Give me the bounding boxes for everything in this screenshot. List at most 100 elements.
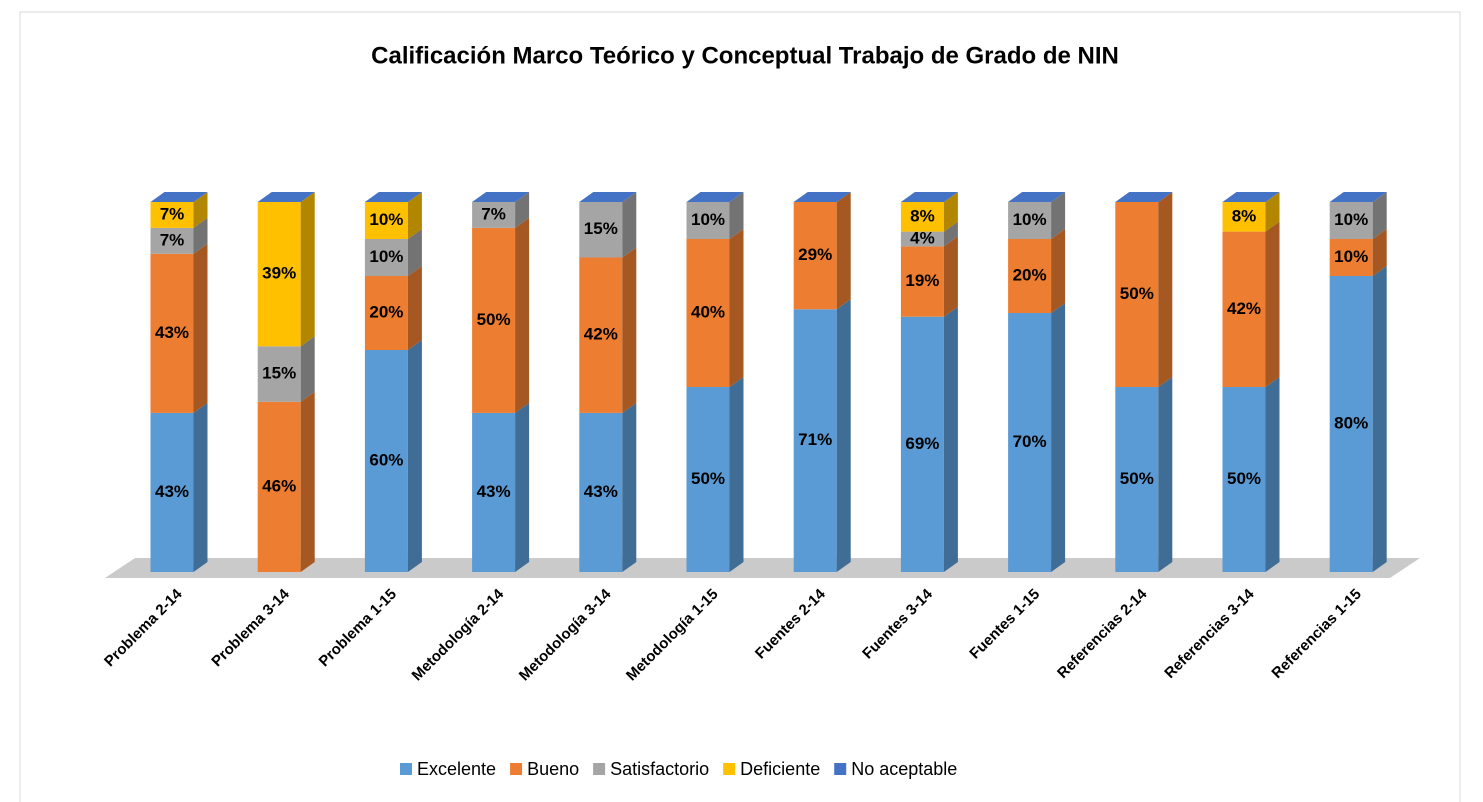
bar-top — [579, 192, 637, 202]
data-label: 43% — [155, 482, 189, 501]
bar-segment — [1222, 231, 1266, 387]
data-label: 46% — [262, 476, 296, 495]
bar-side — [622, 247, 637, 413]
bar-side — [193, 243, 208, 413]
bar-side — [193, 402, 208, 572]
bar-side — [515, 402, 530, 572]
data-label: 50% — [691, 469, 725, 488]
bar-segment — [1008, 313, 1052, 572]
bar-segment — [150, 227, 194, 254]
bar-segment — [579, 202, 623, 258]
data-label: 42% — [584, 325, 618, 344]
data-label: 50% — [1120, 284, 1154, 303]
data-label: 20% — [1013, 265, 1047, 284]
data-label: 71% — [798, 430, 832, 449]
bar-segment — [472, 412, 516, 572]
bar-top — [900, 192, 958, 202]
data-label: 10% — [1334, 247, 1368, 266]
data-label: 39% — [262, 264, 296, 283]
data-label: 40% — [691, 302, 725, 321]
data-label: 19% — [905, 271, 939, 290]
bar-top — [1329, 192, 1387, 202]
bar-segment — [579, 412, 623, 572]
bar-segment — [472, 227, 516, 413]
data-label: 43% — [477, 482, 511, 501]
bar-segment — [686, 387, 730, 572]
bar-top — [364, 192, 422, 202]
bar-side — [836, 192, 851, 310]
bar-side — [1265, 192, 1280, 232]
data-label: 15% — [584, 219, 618, 238]
data-label: 10% — [1334, 210, 1368, 229]
bar-segment — [686, 239, 730, 387]
bar-top — [257, 192, 315, 202]
bar-segment — [900, 246, 944, 317]
data-label: 50% — [1120, 469, 1154, 488]
bar-segment — [900, 202, 944, 232]
legend-label: Satisfactorio — [610, 759, 709, 779]
bar-side — [943, 306, 958, 572]
bar-side — [1051, 303, 1066, 572]
bar-side — [729, 229, 744, 387]
bar-top — [150, 192, 208, 202]
bar-side — [515, 217, 530, 413]
bar-top — [686, 192, 744, 202]
bar-side — [300, 391, 315, 572]
data-label: 10% — [369, 247, 403, 266]
legend-swatch — [723, 763, 736, 775]
bar-segment — [150, 412, 194, 572]
bar-side — [1265, 377, 1280, 572]
bar-side — [1372, 192, 1387, 239]
bar-segment — [257, 401, 301, 572]
data-label: 69% — [905, 434, 939, 453]
bar-side — [193, 192, 208, 228]
data-label: 42% — [1227, 299, 1261, 318]
bar-segment — [364, 350, 408, 572]
bar-segment — [364, 202, 408, 239]
bar-segment — [900, 231, 944, 247]
bar-segment — [1329, 239, 1373, 276]
legend-swatch — [834, 763, 847, 775]
bar-side — [1372, 229, 1387, 276]
bar-segment — [257, 346, 301, 402]
bar-segment — [1008, 239, 1052, 313]
bar-segment — [793, 309, 837, 572]
bar-segment — [1329, 276, 1373, 572]
bar-top — [793, 192, 851, 202]
bar-segment — [1115, 202, 1159, 387]
data-label: 7% — [481, 204, 506, 223]
bar-segment — [900, 316, 944, 572]
data-label: 70% — [1013, 432, 1047, 451]
bar-segment — [1008, 202, 1052, 239]
bar-segment — [364, 276, 408, 350]
data-label: 10% — [369, 210, 403, 229]
bar-segment — [1222, 202, 1266, 232]
bar-top — [1222, 192, 1280, 202]
data-label: 8% — [910, 206, 935, 225]
legend-swatch — [593, 763, 606, 775]
floor-shadow — [105, 558, 1420, 578]
bar-top — [472, 192, 530, 202]
bar-segment — [364, 239, 408, 276]
bar-side — [407, 266, 422, 350]
bar-side — [1158, 377, 1173, 572]
bar-side — [193, 217, 208, 254]
bar-side — [300, 336, 315, 402]
bar-side — [1051, 229, 1066, 313]
bar-segment — [472, 202, 516, 228]
data-label: 10% — [691, 210, 725, 229]
bar-side — [300, 192, 315, 347]
bar-side — [515, 192, 530, 228]
bar-side — [943, 192, 958, 232]
bar-side — [1265, 221, 1280, 387]
data-label: 10% — [1013, 210, 1047, 229]
legend-swatch — [400, 763, 412, 775]
bar-side — [943, 221, 958, 247]
data-label: 20% — [369, 302, 403, 321]
bar-segment — [150, 253, 194, 413]
legend-swatch — [510, 763, 523, 775]
bar-segment — [686, 202, 730, 239]
bar-top — [1008, 192, 1066, 202]
bar-side — [1372, 266, 1387, 572]
